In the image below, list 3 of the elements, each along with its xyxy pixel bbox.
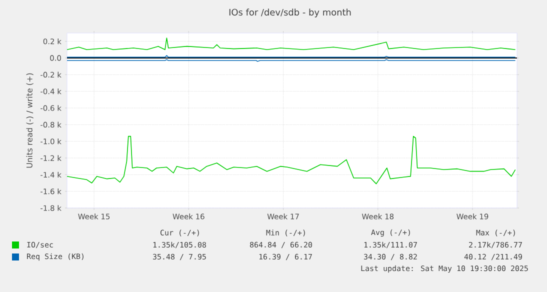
- chart-title: IOs for /dev/sdb - by month: [229, 8, 351, 18]
- line-series: [67, 38, 516, 50]
- line-series: [67, 136, 516, 184]
